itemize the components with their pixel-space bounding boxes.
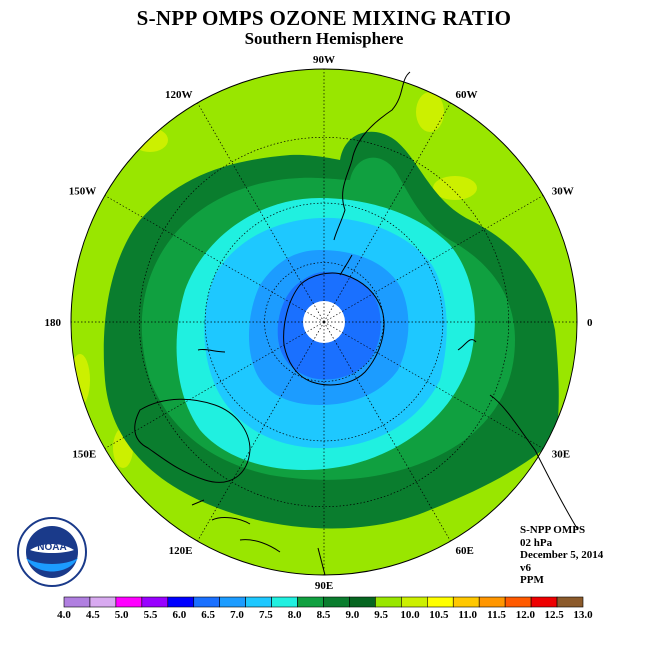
colorbar-swatch: [245, 596, 272, 608]
longitude-label: 0: [587, 317, 593, 329]
meridian-line: [323, 195, 544, 323]
longitude-label: 90E: [315, 580, 333, 592]
meridian-line: [197, 102, 325, 323]
colorbar-swatch: [167, 596, 195, 608]
longitude-label: 120E: [169, 545, 193, 557]
latitude-circle: [138, 136, 510, 508]
map-border: [70, 68, 578, 576]
longitude-label: 150W: [69, 186, 97, 198]
colorbar-tick-label: 12.5: [545, 609, 565, 621]
colorbar-swatch: [556, 596, 584, 608]
colorbar-swatch: [452, 596, 480, 608]
info-panel: S-NPP OMPS 02 hPa December 5, 2014 v6 PP…: [520, 524, 603, 587]
colorbar-tick-label: 9.0: [345, 609, 359, 621]
colorbar-swatch: [323, 596, 350, 608]
colorbar-tick-label: 8.0: [288, 609, 302, 621]
colorbar-tick-label: 5.0: [115, 609, 129, 621]
colorbar-swatch: [89, 596, 117, 608]
longitude-label: 90W: [313, 54, 335, 66]
colorbar-tick-label: 6.0: [172, 609, 186, 621]
graticule: [71, 69, 577, 575]
colorbar-tick-label: 13.0: [573, 609, 593, 621]
meridian-line: [104, 195, 325, 323]
longitude-label: 150E: [72, 449, 96, 461]
band-patch: [433, 176, 477, 200]
band-patch: [416, 92, 444, 132]
longitude-label: 60W: [456, 89, 478, 101]
map-title: S-NPP OMPS OZONE MIXING RATIO: [136, 6, 512, 30]
colorbar-tick-label: 8.5: [317, 609, 331, 621]
colorbar-swatch: [478, 596, 506, 608]
colorbar-tick-label: 7.0: [230, 609, 244, 621]
map-subtitle: Southern Hemisphere: [244, 29, 404, 48]
longitude-label: 60E: [456, 545, 474, 557]
colorbar-swatches: [63, 596, 584, 608]
colorbar-swatch: [63, 596, 91, 608]
meridian-line: [323, 102, 451, 323]
meridian-line: [323, 321, 451, 542]
colorbar-swatch: [271, 596, 298, 608]
meridian-line: [197, 321, 325, 542]
meridian-line: [104, 321, 325, 449]
colorbar-ticks: 4.0 4.5 5.0 5.5 6.0 6.5 7.0 7.5 8.0 8.5 9.0 9.5 10.0…: [57, 609, 593, 621]
latitude-circle: [204, 202, 444, 442]
longitude-labels: 0 30W 60W 90W 120W 150W 180 150E 120E 90E 60E 30E: [45, 54, 594, 592]
colorbar-tick-label: 9.5: [374, 609, 388, 621]
colorbar-tick-label: 4.0: [57, 609, 71, 621]
colorbar-swatch: [115, 596, 143, 608]
colorbar-tick-label: 10.0: [400, 609, 420, 621]
info-date: December 5, 2014: [520, 549, 604, 561]
info-version: v6: [520, 561, 531, 574]
colorbar-swatch: [219, 596, 246, 608]
longitude-label: 180: [45, 317, 62, 329]
colorbar-swatch: [504, 596, 532, 608]
colorbar-swatch: [297, 596, 324, 608]
latitude-circle: [264, 262, 384, 382]
meridian-line: [323, 321, 544, 449]
colorbar-swatch: [349, 596, 376, 608]
info-instrument: S-NPP OMPS: [520, 524, 586, 536]
colorbar-tick-label: 11.5: [487, 609, 506, 621]
colorbar-swatch: [401, 596, 428, 608]
colorbar-swatch: [141, 596, 169, 608]
colorbar-tick-label: 12.0: [516, 609, 536, 621]
longitude-label: 120W: [165, 89, 193, 101]
colorbar-tick-label: 4.5: [86, 609, 100, 621]
colorbar-swatch: [193, 596, 221, 608]
longitude-label: 30W: [552, 186, 574, 198]
noaa-logo-icon: NOAA: [17, 517, 87, 587]
colorbar-swatch: [530, 596, 558, 608]
colorbar-swatch: [426, 596, 454, 608]
colorbar-tick-label: 5.5: [144, 609, 158, 621]
noaa-logo-text: NOAA: [37, 542, 66, 553]
colorbar-tick-label: 7.5: [259, 609, 273, 621]
info-units: PPM: [520, 574, 544, 586]
colorbar-tick-label: 10.5: [429, 609, 449, 621]
coastlines: [134, 71, 579, 576]
info-level: 02 hPa: [520, 536, 553, 549]
longitude-label: 30E: [552, 449, 570, 461]
colorbar-tick-label: 6.5: [201, 609, 215, 621]
colorbar-swatch: [375, 596, 402, 608]
colorbar-tick-label: 11.0: [458, 609, 477, 621]
